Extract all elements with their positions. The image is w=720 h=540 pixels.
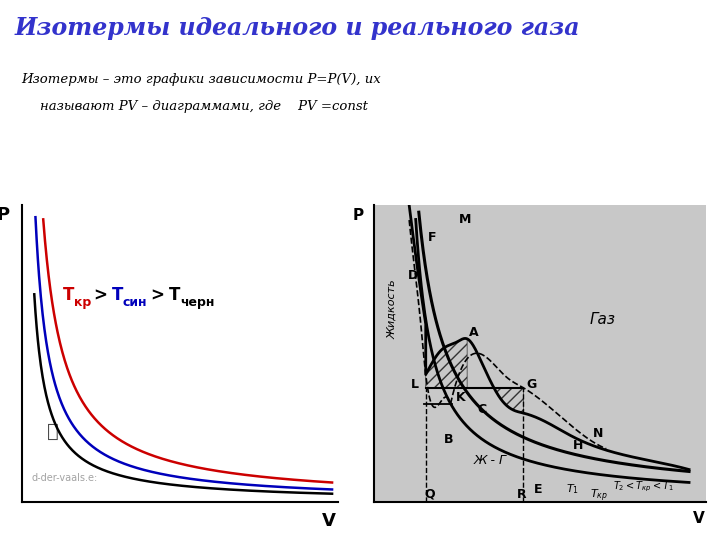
Text: H: H [573, 438, 583, 452]
Text: V: V [322, 512, 336, 530]
Text: Q: Q [424, 488, 435, 501]
Text: F: F [428, 231, 436, 244]
Text: 🐦: 🐦 [47, 422, 59, 441]
Text: d-der-vaals.e:: d-der-vaals.e: [31, 474, 97, 483]
Text: Изотермы идеального и реального газа: Изотермы идеального и реального газа [14, 16, 580, 40]
Text: $T_1$: $T_1$ [567, 482, 580, 496]
Text: E: E [534, 483, 542, 496]
Text: >: > [94, 286, 114, 304]
Text: Газ: Газ [590, 312, 616, 327]
Text: C: C [477, 403, 486, 416]
Text: R: R [517, 488, 526, 501]
Text: K: K [456, 391, 465, 404]
Text: кр: кр [74, 296, 91, 309]
Text: Изотермы – это графики зависимости P=P(V), их: Изотермы – это графики зависимости P=P(V… [22, 73, 382, 86]
Text: M: M [459, 213, 471, 226]
Text: Ж - Г: Ж - Г [474, 454, 507, 467]
Text: называют PV – диаграммами, где    PV =const: называют PV – диаграммами, где PV =const [40, 100, 368, 113]
Text: син: син [123, 296, 148, 309]
Text: D: D [408, 269, 418, 282]
Text: $T_{кр}$: $T_{кр}$ [590, 487, 608, 503]
Text: P: P [352, 208, 364, 223]
Text: Т: Т [169, 286, 180, 304]
Text: G: G [527, 378, 537, 391]
Text: B: B [444, 433, 454, 446]
Text: Т: Т [63, 286, 74, 304]
Text: P: P [0, 206, 9, 224]
Text: A: A [469, 326, 478, 339]
Text: V: V [693, 511, 705, 526]
Text: Т: Т [112, 286, 123, 304]
Text: Жидкость: Жидкость [387, 279, 397, 339]
Text: L: L [411, 378, 419, 391]
Text: >: > [151, 286, 171, 304]
Text: черн: черн [180, 296, 215, 309]
Text: N: N [593, 427, 603, 440]
Text: $T_2 < T_{кр} < T_1$: $T_2 < T_{кр} < T_1$ [613, 479, 674, 494]
